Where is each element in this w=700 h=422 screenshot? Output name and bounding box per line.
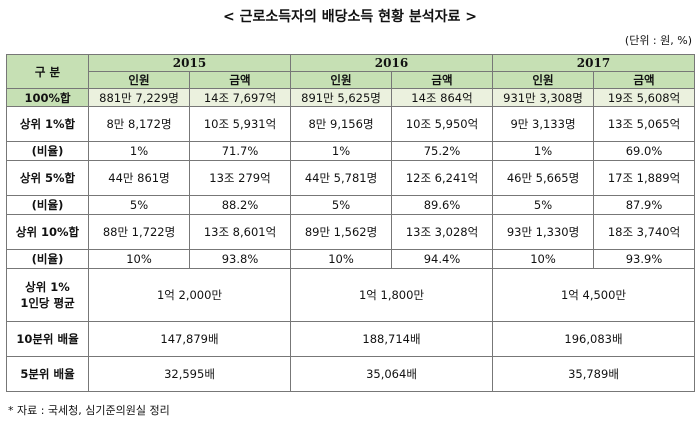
table-cell: 35,064배 xyxy=(290,356,493,392)
table-cell: 1% xyxy=(492,141,594,161)
table-cell: 10% xyxy=(492,249,594,269)
header-people: 인원 xyxy=(88,71,190,89)
table-cell: 88.2% xyxy=(189,195,291,215)
row-label: 상위 5%합 xyxy=(6,160,89,196)
table-row: 5분위 배율 32,595배 35,064배 35,789배 xyxy=(6,356,695,392)
table-row: 상위 10%합 88만 1,722명 13조 8,601억 89만 1,562명… xyxy=(6,214,695,250)
header-amount: 금액 xyxy=(391,71,493,89)
header-people: 인원 xyxy=(492,71,594,89)
row-label: 10분위 배율 xyxy=(6,321,89,357)
table-cell: 44만 861명 xyxy=(88,160,190,196)
table-cell: 88만 1,722명 xyxy=(88,214,190,250)
table-cell: 71.7% xyxy=(189,141,291,161)
unit-label: (단위 : 원, %) xyxy=(624,34,692,47)
table-cell: 69.0% xyxy=(593,141,695,161)
header-people: 인원 xyxy=(290,71,392,89)
table-cell: 87.9% xyxy=(593,195,695,215)
table-row: (비율) 5% 88.2% 5% 89.6% 5% 87.9% xyxy=(6,195,695,215)
table-cell: 14조 864억 xyxy=(391,88,493,107)
table-cell: 931만 3,308명 xyxy=(492,88,594,107)
row-label: 상위 1%합 xyxy=(6,106,89,142)
table-cell: 1억 2,000만 xyxy=(88,268,291,322)
document-title: < 근로소득자의 배당소득 현황 분석자료 > xyxy=(223,9,477,25)
table-cell: 89만 1,562명 xyxy=(290,214,392,250)
table-cell: 5% xyxy=(492,195,594,215)
table-cell: 35,789배 xyxy=(492,356,695,392)
table-cell: 32,595배 xyxy=(88,356,291,392)
table-cell: 13조 279억 xyxy=(189,160,291,196)
row-label: 100%합 xyxy=(6,88,89,107)
table-cell: 196,083배 xyxy=(492,321,695,357)
table-cell: 1억 1,800만 xyxy=(290,268,493,322)
table-cell: 881만 7,229명 xyxy=(88,88,190,107)
table-cell: 13조 3,028억 xyxy=(391,214,493,250)
row-label: 상위 10%합 xyxy=(6,214,89,250)
table-cell: 75.2% xyxy=(391,141,493,161)
table-cell: 5% xyxy=(290,195,392,215)
table-cell: 1% xyxy=(290,141,392,161)
table-cell: 8만 8,172명 xyxy=(88,106,190,142)
dividend-income-table: 구 분 2015 2016 2017 인원 금액 인원 금액 인원 금액 100… xyxy=(6,54,695,392)
table-cell: 12조 6,241억 xyxy=(391,160,493,196)
table-cell: 18조 3,740억 xyxy=(593,214,695,250)
table-cell: 188,714배 xyxy=(290,321,493,357)
header-category: 구 분 xyxy=(6,54,89,89)
row-label: (비율) xyxy=(6,141,89,161)
table-cell: 10% xyxy=(88,249,190,269)
row-label: 상위 1% 1인당 평균 xyxy=(6,268,89,322)
table-cell: 94.4% xyxy=(391,249,493,269)
table-row: (비율) 10% 93.8% 10% 94.4% 10% 93.9% xyxy=(6,249,695,269)
table-cell: 44만 5,781명 xyxy=(290,160,392,196)
table-cell: 14조 7,697억 xyxy=(189,88,291,107)
table-cell: 17조 1,889억 xyxy=(593,160,695,196)
header-year-2017: 2017 xyxy=(492,54,695,72)
table-row: 상위 1%합 8만 8,172명 10조 5,931억 8만 9,156명 10… xyxy=(6,106,695,142)
table-cell: 93.8% xyxy=(189,249,291,269)
table-row: 10분위 배율 147,879배 188,714배 196,083배 xyxy=(6,321,695,357)
table-cell: 891만 5,625명 xyxy=(290,88,392,107)
table-cell: 93만 1,330명 xyxy=(492,214,594,250)
header-year-2015: 2015 xyxy=(88,54,291,72)
table-row: (비율) 1% 71.7% 1% 75.2% 1% 69.0% xyxy=(6,141,695,161)
table-row: 100%합 881만 7,229명 14조 7,697억 891만 5,625명… xyxy=(6,88,695,107)
row-label: (비율) xyxy=(6,195,89,215)
table-cell: 89.6% xyxy=(391,195,493,215)
header-amount: 금액 xyxy=(189,71,291,89)
table-cell: 5% xyxy=(88,195,190,215)
table-cell: 10조 5,931억 xyxy=(189,106,291,142)
table-cell: 1% xyxy=(88,141,190,161)
row-label-line: 상위 1% xyxy=(25,280,70,294)
row-label-line: 1인당 평균 xyxy=(20,296,75,310)
table-cell: 13조 8,601억 xyxy=(189,214,291,250)
row-label: 5분위 배율 xyxy=(6,356,89,392)
table-cell: 10% xyxy=(290,249,392,269)
table-cell: 10조 5,950억 xyxy=(391,106,493,142)
header-amount: 금액 xyxy=(593,71,695,89)
table-row: 상위 5%합 44만 861명 13조 279억 44만 5,781명 12조 … xyxy=(6,160,695,196)
header-year-2016: 2016 xyxy=(290,54,493,72)
table-cell: 147,879배 xyxy=(88,321,291,357)
table-cell: 1억 4,500만 xyxy=(492,268,695,322)
table-row: 상위 1% 1인당 평균 1억 2,000만 1억 1,800만 1억 4,50… xyxy=(6,268,695,322)
source-note: * 자료 : 국세청, 심기준의원실 정리 xyxy=(8,404,170,417)
table-cell: 46만 5,665명 xyxy=(492,160,594,196)
table-cell: 93.9% xyxy=(593,249,695,269)
table-cell: 19조 5,608억 xyxy=(593,88,695,107)
table-cell: 13조 5,065억 xyxy=(593,106,695,142)
row-label: (비율) xyxy=(6,249,89,269)
table-cell: 8만 9,156명 xyxy=(290,106,392,142)
table-cell: 9만 3,133명 xyxy=(492,106,594,142)
